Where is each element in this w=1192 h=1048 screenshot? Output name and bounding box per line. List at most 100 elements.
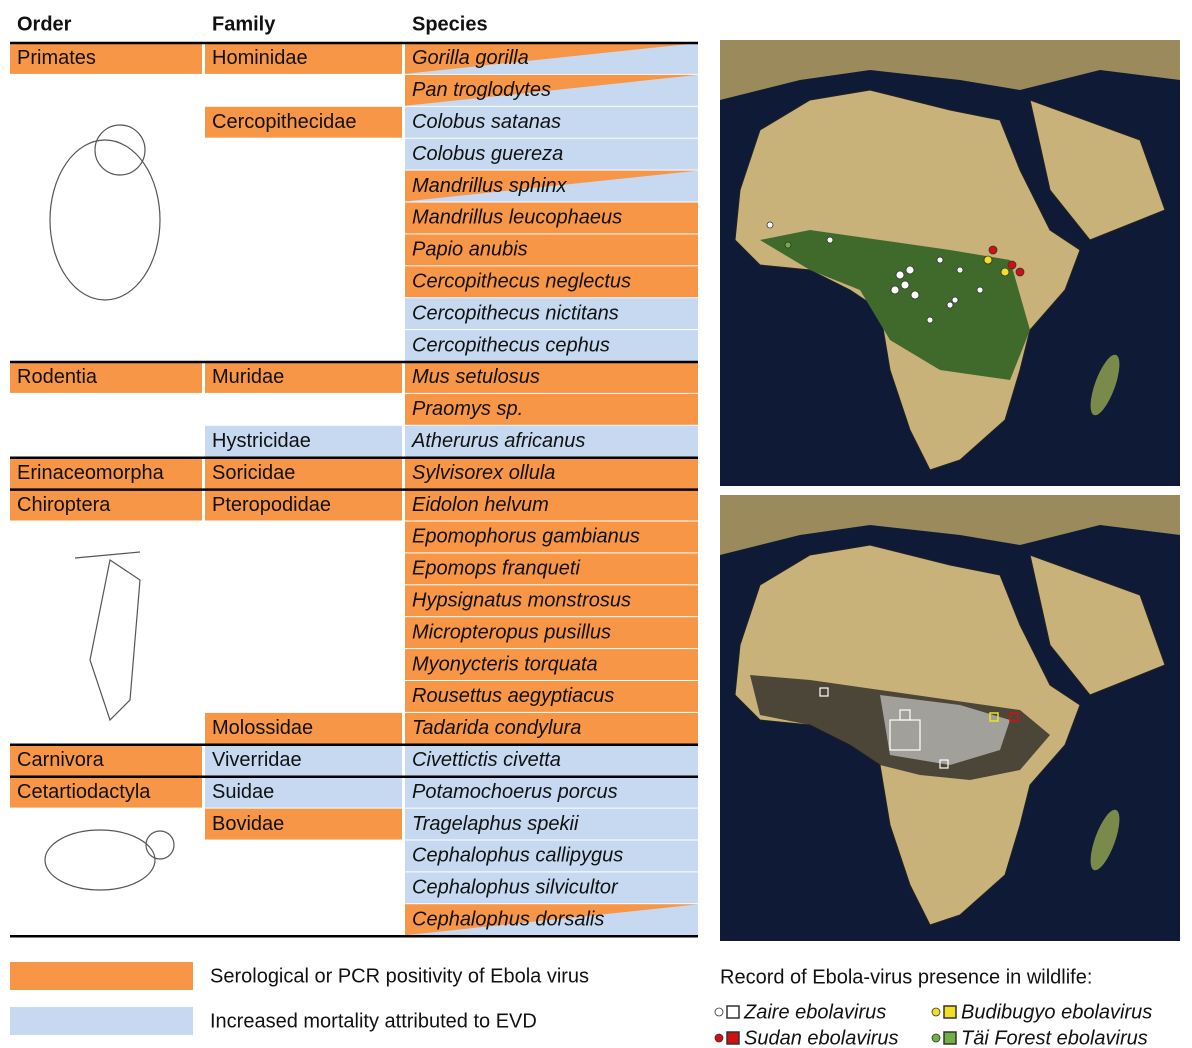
species-name: Micropteropus pusillus xyxy=(412,621,611,643)
cell-fill xyxy=(405,649,698,680)
legend-label: Serological or PCR positivity of Ebola v… xyxy=(210,965,589,987)
cell-fill xyxy=(405,904,698,936)
species-name: Papio anubis xyxy=(412,239,528,261)
cell-fill xyxy=(405,266,698,298)
cell-fill xyxy=(405,808,698,840)
cell-fill xyxy=(205,106,402,138)
cell-fill xyxy=(405,43,698,74)
cell-fill xyxy=(205,489,402,521)
species-name: Cephalophus dorsalis xyxy=(412,909,604,931)
cell-fill xyxy=(405,776,698,808)
species-name: Cercopithecus cephus xyxy=(412,334,610,356)
cell-fill xyxy=(405,457,698,489)
cell-fill xyxy=(405,712,698,744)
cell-fill xyxy=(205,362,402,393)
map-distribution xyxy=(720,495,1180,941)
map-records xyxy=(720,40,1180,486)
cell-fill xyxy=(405,840,698,872)
virus-dot xyxy=(931,1007,941,1017)
order-name: Primates xyxy=(17,47,96,69)
cell-fill xyxy=(205,712,402,744)
cell-fill xyxy=(205,425,402,457)
cell-fill xyxy=(405,393,698,425)
order-name: Carnivora xyxy=(17,749,105,771)
cell-fill xyxy=(10,489,202,521)
family-name: Suidae xyxy=(212,781,274,803)
virus-dot xyxy=(931,1033,941,1043)
order-name: Rodentia xyxy=(17,366,98,388)
family-name: Hystricidae xyxy=(212,430,311,452)
cell-fill xyxy=(10,457,202,489)
species-name: Praomys sp. xyxy=(412,398,523,420)
species-name: Hypsignatus monstrosus xyxy=(412,590,631,612)
virus-square xyxy=(943,1031,957,1045)
species-name: Epomophorus gambianus xyxy=(412,526,640,548)
family-name: Hominidae xyxy=(212,47,308,69)
species-name: Epomops franqueti xyxy=(412,558,580,580)
species-name: Atherurus africanus xyxy=(411,430,585,452)
species-name: Gorilla gorilla xyxy=(412,47,529,69)
cell-fill xyxy=(205,43,402,74)
family-name: Pteropodidae xyxy=(212,494,331,516)
species-name: Colobus guereza xyxy=(412,143,563,165)
order-name: Erinaceomorpha xyxy=(17,462,165,484)
virus-dot xyxy=(714,1007,724,1017)
cell-fill xyxy=(10,362,202,393)
animal-sketches xyxy=(44,124,175,891)
virus-name: Täi Forest ebolavirus xyxy=(961,1027,1148,1048)
cell-fill xyxy=(205,808,402,840)
cell-fill xyxy=(405,202,698,234)
family-name: Viverridae xyxy=(212,749,302,771)
cell-fill xyxy=(405,138,698,170)
family-name: Soricidae xyxy=(212,462,295,484)
legend-swatch xyxy=(10,1007,193,1035)
virus-square xyxy=(726,1031,740,1045)
cell-fill xyxy=(405,74,698,106)
species-name: Tragelaphus spekii xyxy=(412,813,579,835)
maps xyxy=(720,40,1180,941)
cell-fill xyxy=(405,170,698,202)
column-header: Family xyxy=(212,13,276,35)
cell-fill xyxy=(405,362,698,393)
cell-fill xyxy=(405,234,698,266)
species-name: Rousettus aegyptiacus xyxy=(412,685,614,707)
cell-fill xyxy=(405,425,698,457)
cell-fill xyxy=(405,521,698,553)
family-name: Muridae xyxy=(212,366,284,388)
cell-fill xyxy=(405,553,698,585)
virus-square xyxy=(726,1005,740,1019)
map-legend-title: Record of Ebola-virus presence in wildli… xyxy=(720,966,1092,988)
species-name: Mandrillus leucophaeus xyxy=(412,207,622,229)
family-name: Molossidae xyxy=(212,717,313,739)
virus-name: Sudan ebolavirus xyxy=(744,1027,899,1048)
virus-name: Zaire ebolavirus xyxy=(743,1001,886,1023)
family-name: Bovidae xyxy=(212,813,284,835)
species-name: Tadarida condylura xyxy=(412,717,581,739)
family-name: Cercopithecidae xyxy=(212,111,357,133)
species-name: Eidolon helvum xyxy=(412,494,549,516)
cell-fill xyxy=(405,106,698,138)
cell-fill xyxy=(405,744,698,776)
species-name: Mus setulosus xyxy=(412,366,540,388)
species-name: Sylvisorex ollula xyxy=(412,462,555,484)
cell-fill xyxy=(405,681,698,712)
column-header: Species xyxy=(412,13,488,35)
order-name: Chiroptera xyxy=(17,494,111,516)
column-header: Order xyxy=(17,13,72,35)
cell-fill xyxy=(10,776,202,808)
cell-fill xyxy=(205,744,402,776)
cell-fill xyxy=(205,776,402,808)
cell-fill xyxy=(405,585,698,617)
cell-fill xyxy=(10,43,202,74)
species-name: Cercopithecus neglectus xyxy=(412,271,631,293)
virus-dot xyxy=(714,1033,724,1043)
order-name: Cetartiodactyla xyxy=(17,781,151,803)
cell-fill xyxy=(205,457,402,489)
species-name: Cephalophus silvicultor xyxy=(412,877,619,899)
cell-fill xyxy=(405,330,698,361)
legend-label: Increased mortality attributed to EVD xyxy=(210,1010,537,1032)
cell-fill xyxy=(405,617,698,649)
virus-square xyxy=(943,1005,957,1019)
cell-fill xyxy=(10,744,202,776)
species-name: Mandrillus sphinx xyxy=(412,175,568,197)
